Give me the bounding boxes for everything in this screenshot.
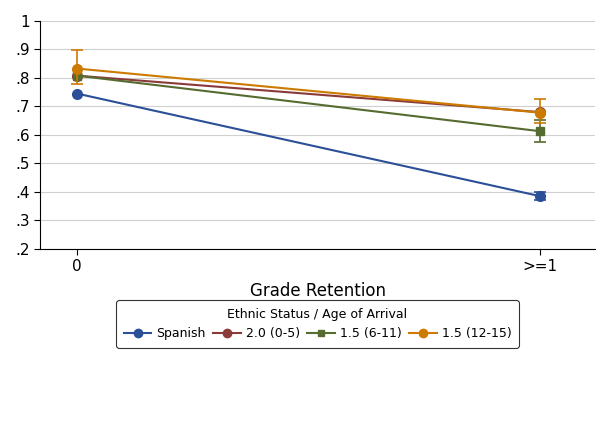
X-axis label: Grade Retention: Grade Retention [249,283,386,300]
Legend: Spanish, 2.0 (0-5), 1.5 (6-11), 1.5 (12-15): Spanish, 2.0 (0-5), 1.5 (6-11), 1.5 (12-… [117,300,518,348]
